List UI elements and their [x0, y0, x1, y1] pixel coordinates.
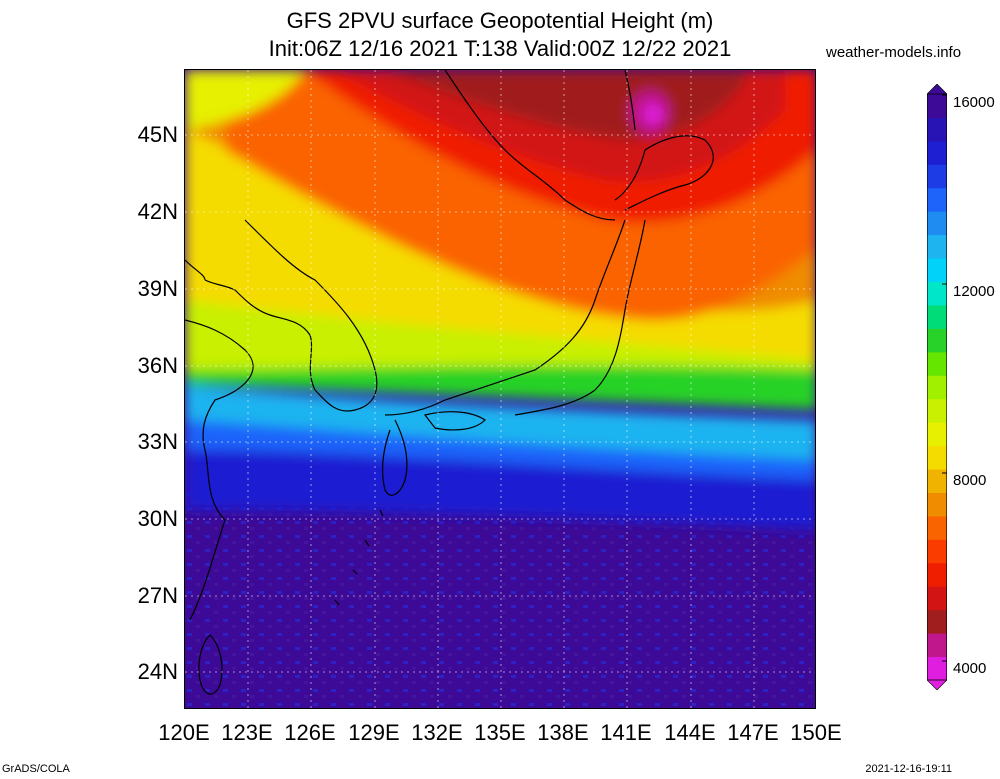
lon-label-120e: 120E: [158, 720, 210, 745]
credit-label: weather-models.info: [826, 44, 962, 61]
colorbar-swatch: [927, 140, 947, 165]
colorbar-swatch: [927, 94, 947, 118]
colorbar-swatch: [927, 586, 947, 611]
colorbar-swatch: [927, 304, 947, 329]
colorbar-swatch: [927, 375, 947, 400]
lat-label-36n: 36N: [137, 353, 178, 378]
lon-label-132e: 132E: [411, 720, 463, 745]
colorbar-swatch: [927, 609, 947, 634]
lat-label-33n: 33N: [137, 429, 178, 454]
lon-label-123e: 123E: [221, 720, 273, 745]
lat-label-45n: 45N: [137, 122, 178, 147]
lon-label-135e: 135E: [474, 720, 526, 745]
colorbar-swatch: [927, 328, 947, 353]
colorbar-swatch: [927, 351, 947, 376]
colorbar-label-4000: 4000: [953, 660, 987, 677]
colorbar-swatch: [927, 445, 947, 470]
colorbar-swatch: [927, 422, 947, 447]
footer-software: GrADS/COLA: [2, 763, 70, 775]
colorbar-swatch: [927, 469, 947, 493]
lat-label-39n: 39N: [137, 276, 178, 301]
colorbar-label-12000: 12000: [953, 283, 995, 300]
graticule: [185, 70, 815, 708]
footer-timestamp: 2021-12-16-19:11: [865, 763, 952, 775]
colorbar-frame: [927, 93, 947, 681]
lon-label-138e: 138E: [537, 720, 589, 745]
lat-label-30n: 30N: [137, 506, 178, 531]
colorbar-swatch: [927, 398, 947, 423]
colorbar-swatch: [927, 562, 947, 587]
lon-label-147e: 147E: [727, 720, 779, 745]
geopotential-field: [185, 70, 815, 708]
colorbar-swatch: [927, 492, 947, 517]
colorbar-swatch: [927, 211, 947, 236]
lon-label-126e: 126E: [284, 720, 336, 745]
colorbar-max-arrow: [927, 84, 947, 95]
lat-label-42n: 42N: [137, 199, 178, 224]
map-title: GFS 2PVU surface Geopotential Height (m): [286, 8, 714, 33]
lat-label-27n: 27N: [137, 583, 178, 608]
lat-label-24n: 24N: [137, 659, 178, 684]
lon-label-144e: 144E: [664, 720, 716, 745]
colorbar-swatch: [927, 187, 947, 212]
colorbar-swatch: [927, 515, 947, 540]
colorbar-swatch: [927, 539, 947, 564]
map-subtitle: Init:06Z 12/16 2021 T:138 Valid:00Z 12/2…: [268, 36, 732, 61]
lon-label-150e: 150E: [790, 720, 842, 745]
colorbar-swatch: [927, 117, 947, 142]
colorbar-swatch: [927, 633, 947, 658]
colorbar-swatch: [927, 234, 947, 259]
colorbar-label-8000: 8000: [953, 472, 987, 489]
lon-label-129e: 129E: [348, 720, 400, 745]
colorbar-swatch: [927, 656, 947, 681]
colorbar: [927, 84, 947, 690]
lon-label-141e: 141E: [600, 720, 652, 745]
colorbar-min-arrow: [927, 679, 947, 690]
map-panel: [184, 69, 816, 709]
colorbar-swatch: [927, 281, 947, 306]
coastlines: [185, 70, 714, 695]
colorbar-swatch: [927, 164, 947, 189]
colorbar-label-16000: 16000: [953, 94, 995, 111]
colorbar-swatch: [927, 258, 947, 283]
